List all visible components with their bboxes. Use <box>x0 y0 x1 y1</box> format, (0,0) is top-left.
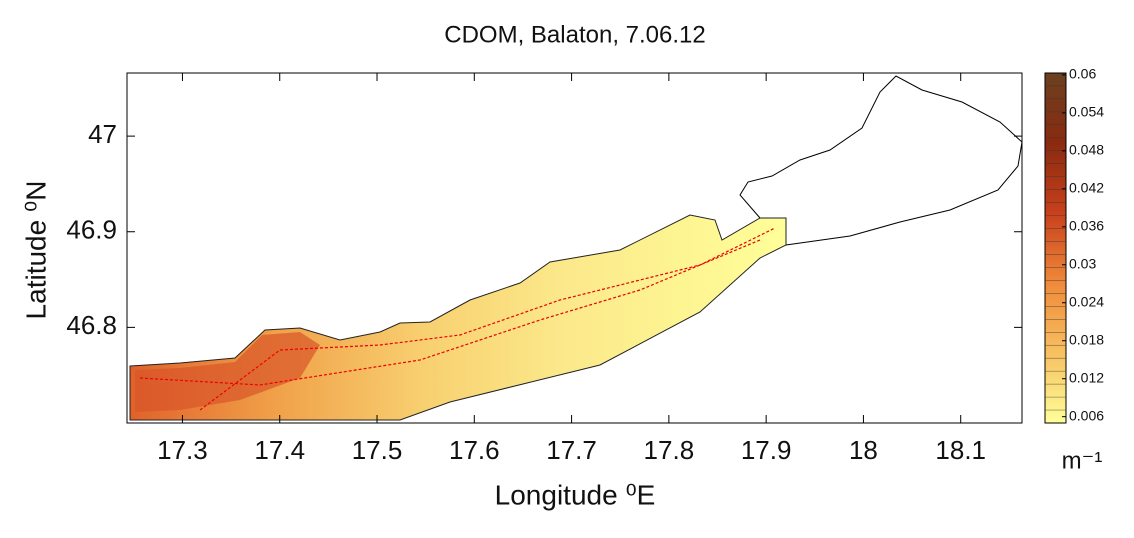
plot-frame <box>126 72 1023 424</box>
colorbar-tick-label: 0.006 <box>1069 407 1104 423</box>
x-tick-label: 17.9 <box>741 435 792 465</box>
y-tick-label: 47 <box>88 119 117 149</box>
colorbar-tick-label: 0.012 <box>1069 369 1104 385</box>
high-cdom-zone <box>135 332 320 412</box>
x-tick-label: 18 <box>849 435 878 465</box>
x-tick-label: 18.1 <box>935 435 986 465</box>
x-tick-label: 17.5 <box>352 435 403 465</box>
colorbar-tick-label: 0.018 <box>1069 331 1104 347</box>
x-tick-label: 17.3 <box>157 435 208 465</box>
colorbar-frame <box>1044 72 1067 424</box>
y-tick-label: 46.8 <box>66 310 117 340</box>
shore-outline <box>739 75 1023 246</box>
colorbar-tick-label: 0.03 <box>1069 255 1096 271</box>
colorbar <box>1045 73 1066 423</box>
colorbar-tick-label: 0.054 <box>1069 104 1104 120</box>
x-tick-label: 17.7 <box>546 435 597 465</box>
colorbar-tick-label: 0.048 <box>1069 142 1104 158</box>
x-tick-label: 17.6 <box>449 435 500 465</box>
y-tick-label: 46.9 <box>66 215 117 245</box>
colorbar-tick-label: 0.036 <box>1069 218 1104 234</box>
colorbar-tick-label: 0.06 <box>1069 66 1096 82</box>
x-tick-label: 17.8 <box>644 435 695 465</box>
x-axis-label: Longitude ⁰E <box>495 479 656 510</box>
survey-track <box>139 227 776 411</box>
colorbar-tick-label: 0.024 <box>1069 293 1104 309</box>
lake-map <box>129 75 1023 421</box>
x-tick-label: 17.4 <box>254 435 305 465</box>
y-axis-label: Latitude ⁰N <box>20 181 51 320</box>
chart-title: CDOM, Balaton, 7.06.12 <box>444 21 705 48</box>
colorbar-tick-label: 0.042 <box>1069 180 1104 196</box>
colorbar-label: m⁻¹ <box>1062 447 1103 474</box>
